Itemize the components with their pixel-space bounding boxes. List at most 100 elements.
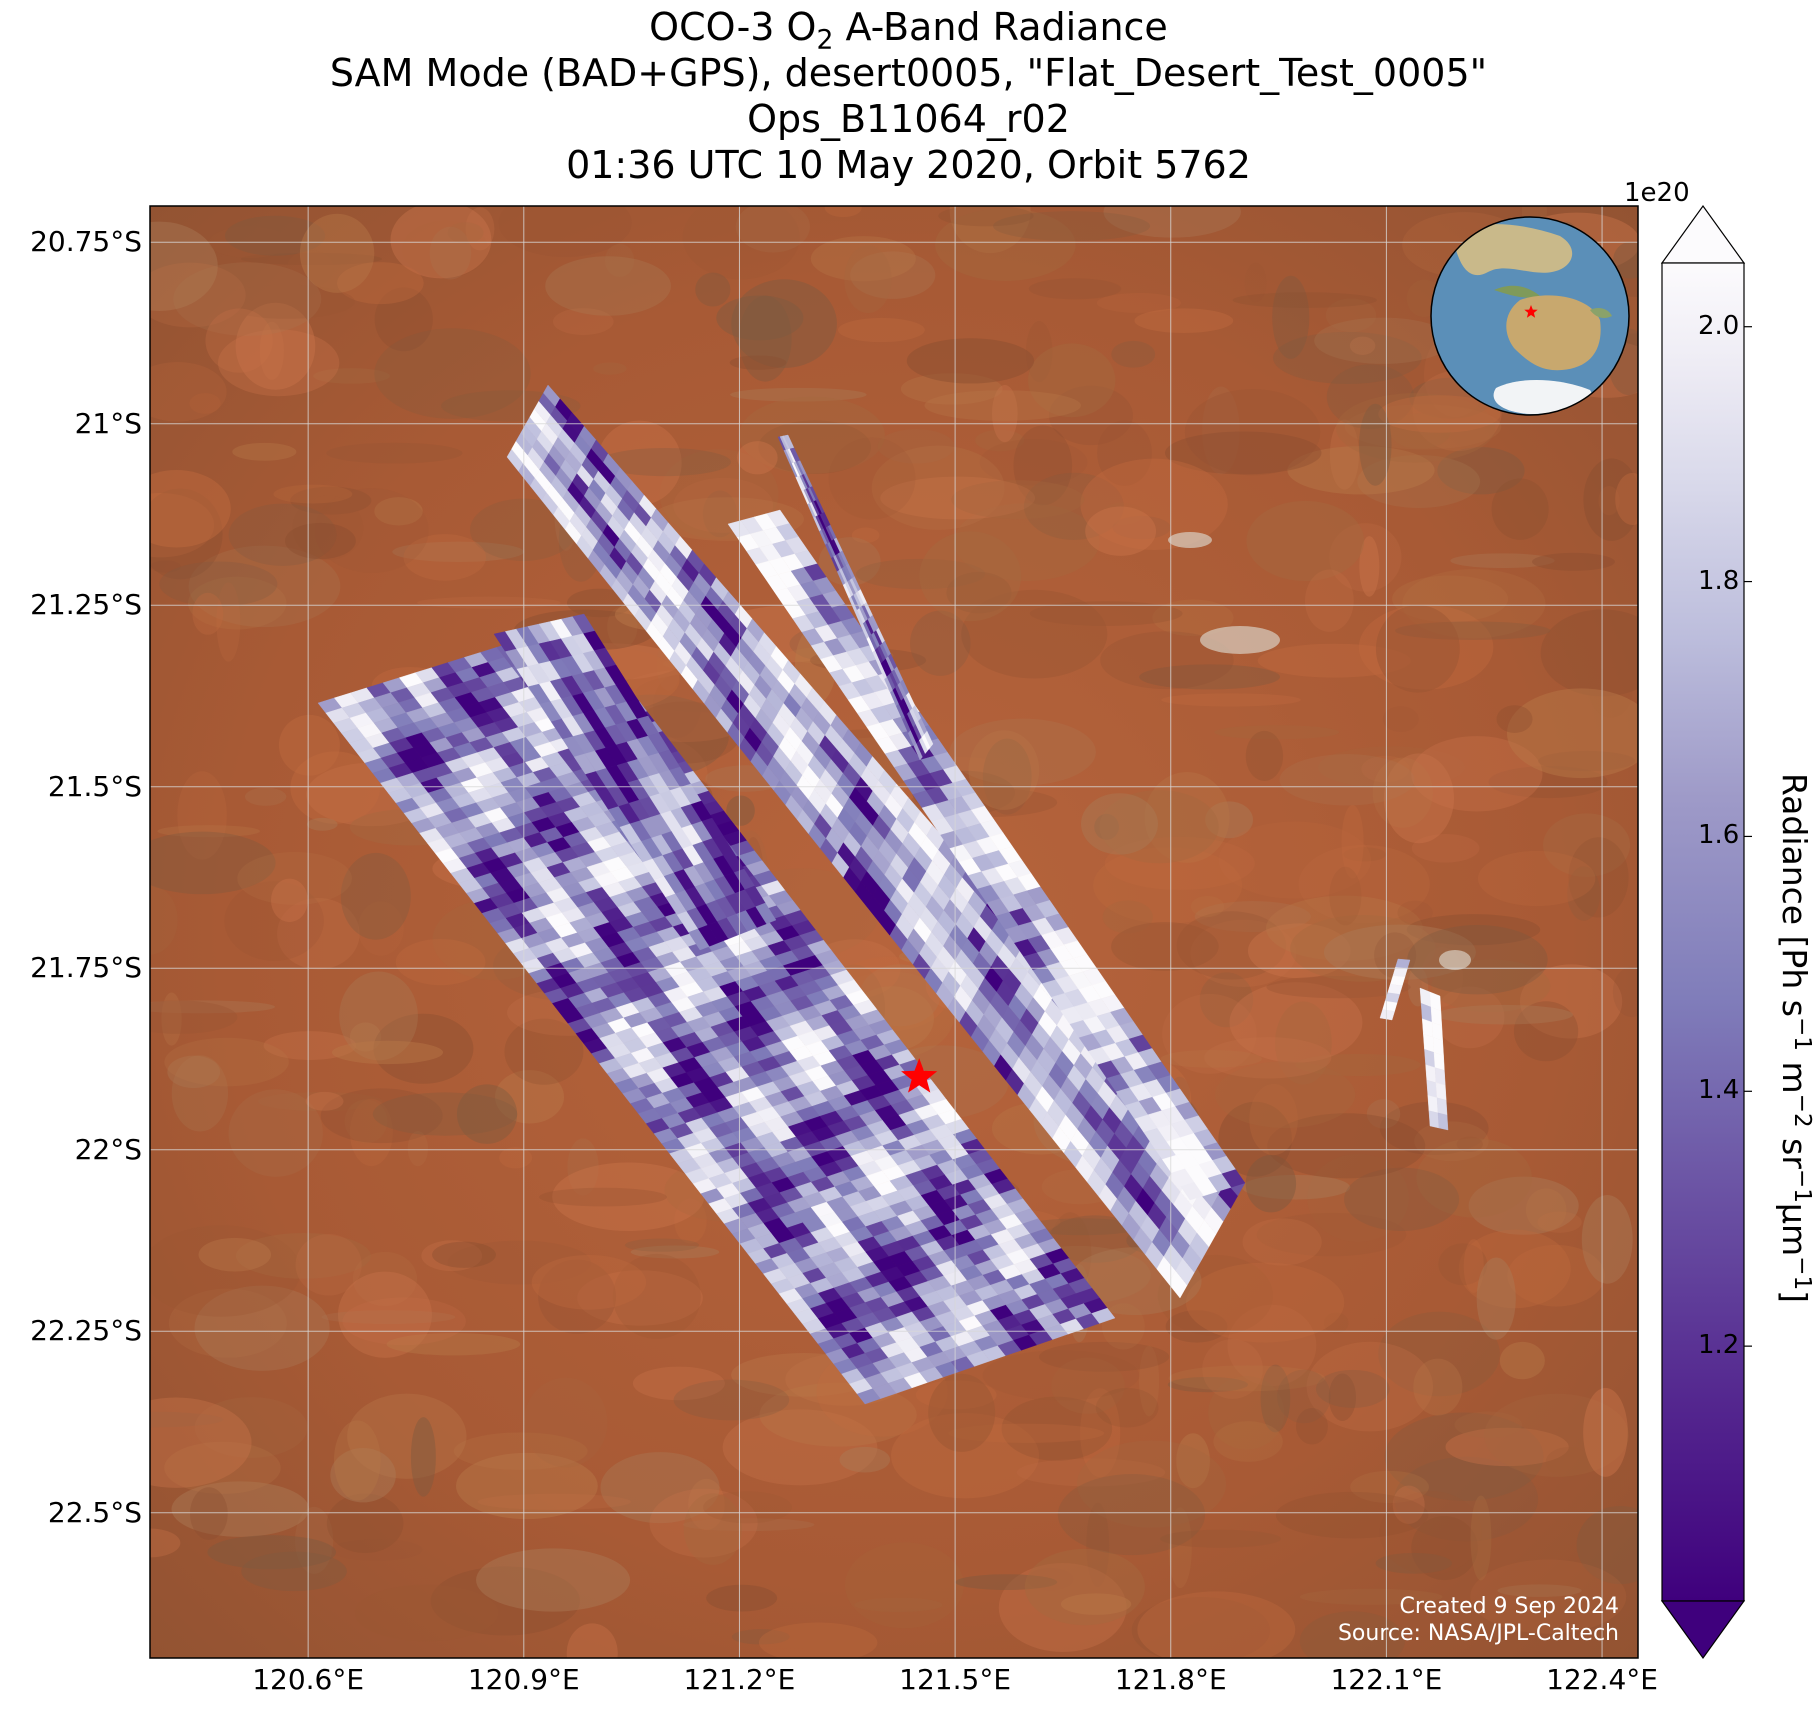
terrain-patch xyxy=(1057,1474,1206,1556)
terrain-patch xyxy=(167,1055,221,1089)
terrain-patch xyxy=(294,1506,334,1574)
terrain-patch xyxy=(1190,919,1297,988)
terrain-patch xyxy=(228,503,337,566)
terrain-patch xyxy=(738,295,792,382)
terrain-patch xyxy=(1341,805,1364,879)
terrain-patch xyxy=(1086,1502,1110,1587)
terrain-patch xyxy=(1394,1456,1539,1542)
terrain-patch xyxy=(218,284,355,319)
terrain-patch xyxy=(991,384,1018,443)
terrain-patch xyxy=(1185,1262,1345,1343)
terrain-patch xyxy=(1506,688,1638,779)
title-suffix: A-Band Radiance xyxy=(833,5,1168,49)
cb-label-sup: −1 xyxy=(1789,1168,1815,1203)
terrain-patch xyxy=(337,1271,432,1358)
terrain-patch xyxy=(1208,1376,1285,1450)
terrain-patch xyxy=(949,718,1096,786)
terrain-patch xyxy=(531,1254,647,1310)
terrain-patch xyxy=(1085,506,1157,556)
terrain-patch xyxy=(320,1088,443,1144)
terrain-patch xyxy=(321,1310,456,1324)
terrain-patch xyxy=(407,1131,429,1167)
terrain-patch xyxy=(1406,914,1541,946)
colorbar-ramp xyxy=(1661,262,1745,1602)
terrain-patch xyxy=(235,1232,371,1279)
terrain-patch xyxy=(1538,750,1636,772)
terrain-patch xyxy=(235,302,316,390)
terrain-patch xyxy=(1202,1338,1263,1399)
terrain-patch xyxy=(1097,420,1152,486)
cb-label-part: μm xyxy=(1775,1202,1814,1257)
terrain-patch xyxy=(386,1332,521,1356)
terrain-patch xyxy=(1214,1061,1356,1129)
terrain-patch xyxy=(566,1623,618,1658)
terrain-patch xyxy=(344,1099,388,1144)
terrain-patch xyxy=(1357,454,1481,508)
terrain-patch xyxy=(1242,1218,1322,1266)
terrain-patch xyxy=(1496,705,1533,733)
radiance-pixel xyxy=(1390,975,1406,986)
terrain-patch xyxy=(1329,866,1362,926)
terrain-patch xyxy=(1379,1491,1482,1575)
radiance-pixel xyxy=(755,902,777,925)
terrain-patch xyxy=(372,1092,518,1136)
terrain-patch xyxy=(349,1022,382,1052)
terrain-patch xyxy=(216,582,241,662)
cb-label-part: sr xyxy=(1775,1127,1814,1169)
terrain-patch xyxy=(157,825,260,838)
terrain-patch xyxy=(314,488,429,574)
terrain-patch xyxy=(198,1237,272,1272)
terrain-patch xyxy=(1204,1037,1332,1079)
terrain-patch xyxy=(946,571,1012,614)
radiance-pixel xyxy=(1436,1097,1448,1116)
terrain-patch xyxy=(1165,1310,1228,1343)
terrain-patch xyxy=(1266,976,1411,999)
terrain-patch xyxy=(1029,601,1183,626)
terrain-patch xyxy=(1305,569,1354,632)
terrain-patch xyxy=(1080,793,1159,855)
terrain-patch xyxy=(1139,1345,1160,1417)
terrain-patch xyxy=(1139,664,1281,690)
terrain-patch xyxy=(1613,242,1638,279)
terrain-patch xyxy=(207,1535,337,1570)
terrain-patch xyxy=(624,1238,700,1252)
terrain-patch xyxy=(1458,1229,1571,1309)
terrain-patch xyxy=(951,480,1085,520)
target-star-icon xyxy=(901,1058,938,1093)
terrain-patch xyxy=(447,1240,592,1285)
created-credit: Created 9 Sep 2024 xyxy=(1399,1594,1620,1619)
terrain-patch xyxy=(241,1551,347,1592)
terrain-patch xyxy=(161,992,182,1046)
terrain-patch xyxy=(1477,850,1596,907)
terrain-patch xyxy=(982,738,1032,815)
terrain-patch xyxy=(1205,801,1254,839)
terrain-patch xyxy=(1038,1341,1170,1372)
terrain-patch xyxy=(851,527,880,544)
terrain-patch xyxy=(1028,278,1122,300)
terrain-patch xyxy=(850,251,936,299)
terrain-patch xyxy=(1295,1407,1328,1445)
terrain-patch xyxy=(567,1138,599,1196)
terrain-patch xyxy=(194,1397,308,1458)
terrain-patch xyxy=(1241,1174,1351,1200)
colorbar-tick-label: 1.4 xyxy=(1698,1075,1740,1106)
terrain-patch xyxy=(1307,1153,1409,1242)
terrain-patch xyxy=(837,317,925,343)
terrain-patch xyxy=(395,938,486,986)
terrain-patch xyxy=(653,674,702,738)
terrain-patch xyxy=(1099,790,1219,864)
terrain-patch xyxy=(168,1288,287,1358)
globe-inset-icon xyxy=(1430,216,1630,416)
lat-tick-label: 21.25°S xyxy=(30,588,142,622)
terrain-patch xyxy=(604,243,635,278)
terrain-patch xyxy=(1389,413,1451,449)
radiance-pixel xyxy=(1427,1095,1439,1114)
terrain-patch xyxy=(290,486,372,515)
terrain-patch xyxy=(1329,419,1360,490)
terrain-patch xyxy=(150,1225,301,1317)
terrain-patch xyxy=(600,1452,720,1524)
terrain-patch xyxy=(432,1241,496,1268)
terrain-patch xyxy=(306,817,338,831)
title-line-1: OCO-3 O2 A-Band Radiance xyxy=(0,5,1817,63)
